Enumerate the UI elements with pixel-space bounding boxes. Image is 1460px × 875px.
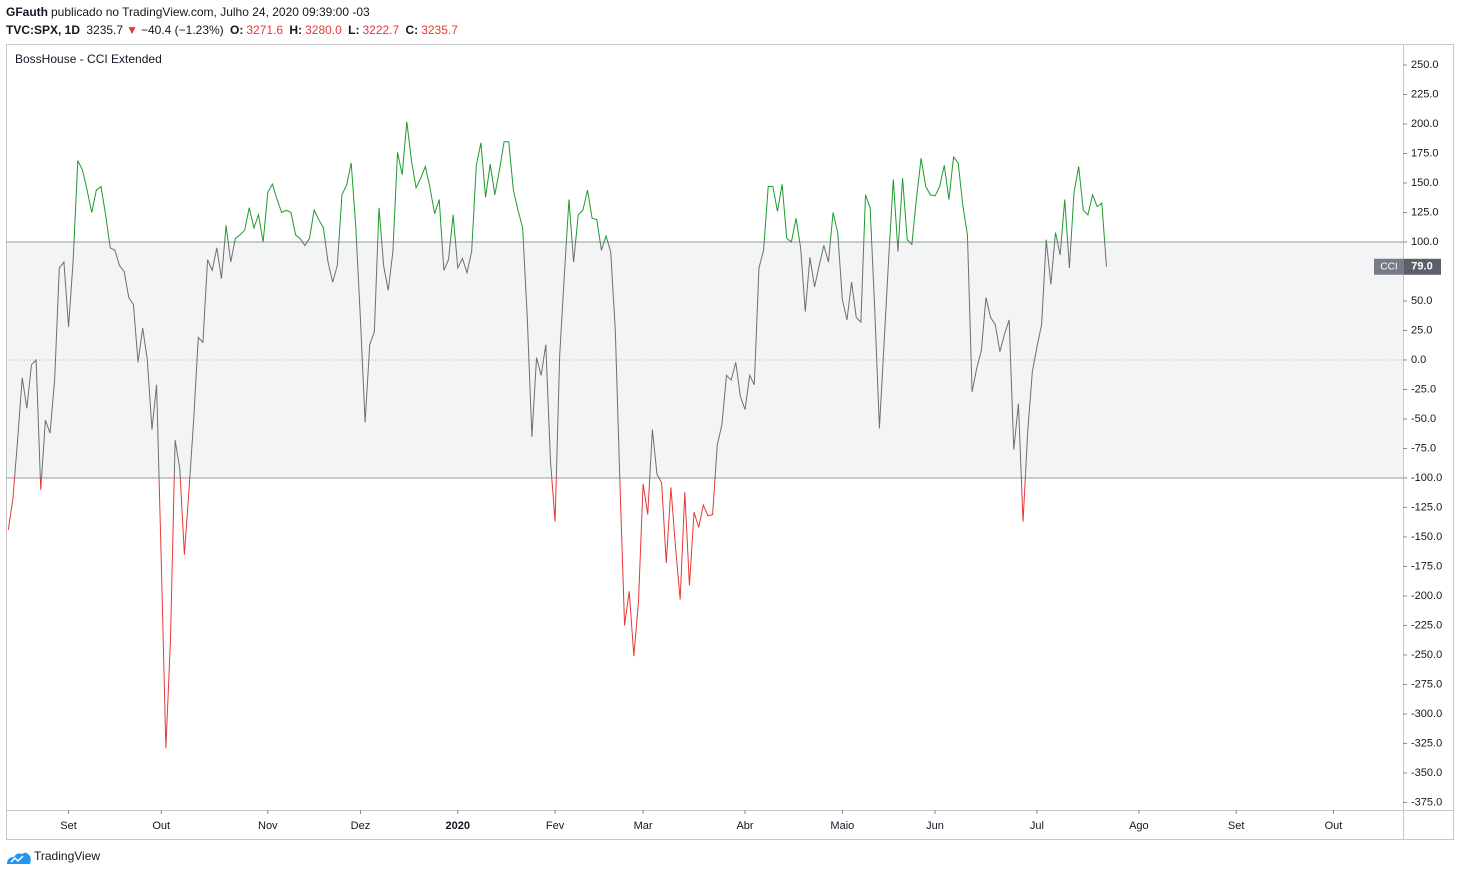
y-tick-label: -225.0 bbox=[1411, 619, 1442, 631]
cci-line-mid bbox=[14, 241, 1107, 478]
header-line-1: GFauth publicado no TradingView.com, Julh… bbox=[6, 5, 373, 19]
x-tick-label: Out bbox=[1325, 820, 1343, 832]
y-tick-label: -200.0 bbox=[1411, 590, 1442, 602]
brand: TradingView bbox=[34, 849, 100, 863]
y-tick-label: -125.0 bbox=[1411, 501, 1442, 513]
x-tick-label: Out bbox=[152, 820, 170, 832]
logo bbox=[7, 852, 31, 864]
last-price: 3235.7 bbox=[86, 23, 124, 37]
x-tick-label: Maio bbox=[830, 820, 854, 832]
y-tick-label: -250.0 bbox=[1411, 649, 1442, 661]
h-value: 3280.0 bbox=[305, 23, 342, 37]
x-tick-label: Jun bbox=[926, 820, 944, 832]
cci-line-upper bbox=[73, 121, 1106, 242]
l-label: L: bbox=[348, 23, 360, 37]
last-value-box bbox=[1404, 258, 1441, 275]
logo-icon bbox=[7, 852, 31, 864]
x-tick-label: Set bbox=[1228, 820, 1245, 832]
y-tick-label: -350.0 bbox=[1411, 767, 1442, 779]
last-value: 79.0 bbox=[1411, 261, 1432, 273]
o-value: 3271.6 bbox=[246, 23, 284, 37]
y-tick-label: -100.0 bbox=[1411, 472, 1442, 484]
x-tick-label: Mar bbox=[634, 820, 653, 832]
y-tick-label: -325.0 bbox=[1411, 737, 1442, 749]
x-tick-label: Ago bbox=[1129, 820, 1149, 832]
x-tick-label: Dez bbox=[351, 820, 371, 832]
h-label: H: bbox=[289, 23, 303, 37]
x-tick-label: 2020 bbox=[446, 820, 470, 832]
y-tick-label: 250.0 bbox=[1411, 59, 1439, 71]
y-tick-label: 0.0 bbox=[1411, 354, 1426, 366]
x-tick-label: Nov bbox=[258, 820, 278, 832]
x-tick-label: Jul bbox=[1030, 820, 1044, 832]
y-tick-label: -50.0 bbox=[1411, 413, 1436, 425]
y-tick-label: -75.0 bbox=[1411, 442, 1436, 454]
published: publicado no TradingView.com, Julho 24, … bbox=[51, 5, 370, 19]
c-label: C: bbox=[405, 23, 419, 37]
y-tick-label: -150.0 bbox=[1411, 531, 1442, 543]
indicator-title: BossHouse - CCI Extended bbox=[15, 52, 162, 66]
y-tick-label: 175.0 bbox=[1411, 147, 1439, 159]
change: −40.4 (−1.23%) bbox=[140, 23, 224, 37]
l-value: 3222.7 bbox=[362, 23, 400, 37]
last-name-box bbox=[1374, 258, 1404, 275]
logo-mark bbox=[10, 855, 24, 863]
y-tick-label: -375.0 bbox=[1411, 796, 1442, 808]
header-line-2: TVC:SPX, 1D 3235.7 ▼ −40.4 (−1.23%) O: 3271… bbox=[6, 23, 461, 37]
frame bbox=[6, 44, 1454, 840]
y-tick-label: 150.0 bbox=[1411, 177, 1439, 189]
arrow: ▼ bbox=[126, 23, 138, 37]
y-tick-label: 50.0 bbox=[1411, 295, 1432, 307]
x-tick-label: Set bbox=[60, 820, 77, 832]
symbol: TVC:SPX, 1D bbox=[6, 23, 81, 37]
last-name: CCI bbox=[1380, 261, 1397, 272]
y-tick-label: -175.0 bbox=[1411, 560, 1442, 572]
y-tick-label: 25.0 bbox=[1411, 324, 1432, 336]
y-tick-label: -275.0 bbox=[1411, 678, 1442, 690]
o-label: O: bbox=[230, 23, 244, 37]
y-tick-label: -300.0 bbox=[1411, 708, 1442, 720]
y-tick-label: 225.0 bbox=[1411, 88, 1439, 100]
y-tick-label: -25.0 bbox=[1411, 383, 1436, 395]
y-tick-label: 125.0 bbox=[1411, 206, 1439, 218]
y-tick-label: 200.0 bbox=[1411, 118, 1439, 130]
x-tick-label: Fev bbox=[546, 820, 565, 832]
author: GFauth bbox=[6, 5, 48, 19]
x-tick-label: Abr bbox=[736, 820, 753, 832]
c-value: 3235.7 bbox=[421, 23, 458, 37]
y-tick-label: 100.0 bbox=[1411, 236, 1439, 248]
